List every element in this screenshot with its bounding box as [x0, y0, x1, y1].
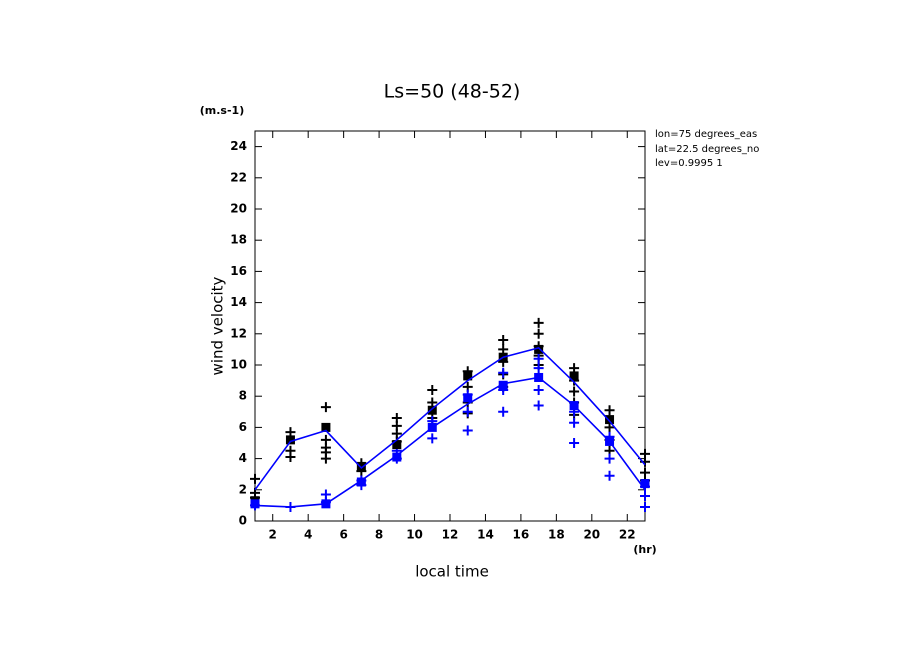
y-tick-label: 8 [239, 389, 247, 403]
square-marker [463, 393, 473, 403]
annotation: lev=0.9995 1 [655, 158, 723, 169]
plus-marker [320, 402, 331, 413]
square-marker [356, 477, 366, 487]
plus-marker [533, 328, 544, 339]
annotation: lat=22.5 degrees_no [655, 144, 759, 155]
plus-marker [498, 335, 509, 346]
y-tick-label: 24 [230, 139, 247, 153]
plus-marker [462, 425, 473, 436]
plus-marker [427, 384, 438, 395]
x-tick-label: 12 [442, 528, 459, 542]
plus-marker [533, 353, 544, 364]
square-marker [640, 479, 650, 489]
y-tick-label: 4 [239, 451, 247, 465]
plus-marker [640, 501, 650, 512]
chart-title: Ls=50 (48-52) [384, 81, 521, 103]
x-tick-label: 4 [304, 528, 312, 542]
square-marker [356, 461, 366, 471]
square-marker [285, 435, 295, 445]
square-marker [392, 440, 402, 450]
square-marker [498, 380, 508, 390]
series-line [254, 346, 646, 491]
y-tick-label: 0 [239, 514, 247, 528]
plus-marker [533, 363, 544, 374]
y-tick-label: 14 [230, 295, 247, 309]
plus-marker [462, 406, 473, 417]
plus-marker [498, 406, 509, 417]
plus-marker [604, 470, 615, 481]
y-tick-label: 12 [230, 326, 247, 340]
plus-marker [604, 405, 615, 416]
plus-marker [604, 453, 615, 464]
plus-marker [569, 417, 580, 428]
plus-marker [498, 367, 509, 378]
x-tick-label: 2 [269, 528, 277, 542]
square-marker [250, 499, 260, 509]
series-line [254, 376, 646, 508]
plus-marker [427, 433, 438, 444]
plus-marker [533, 317, 544, 328]
x-tick-label: 14 [477, 528, 494, 542]
y-axis-label: wind velocity [209, 276, 227, 375]
y-tick-label: 20 [230, 202, 247, 216]
square-marker [321, 422, 331, 432]
x-tick-label: 20 [583, 528, 600, 542]
square-marker [569, 371, 579, 381]
plus-marker [569, 386, 580, 397]
square-marker [605, 415, 615, 425]
square-marker [463, 371, 473, 381]
square-marker [534, 344, 544, 354]
y-tick-label: 18 [230, 233, 247, 247]
y-tick-label: 16 [230, 264, 247, 278]
plus-marker [285, 452, 296, 463]
plus-marker [569, 438, 580, 448]
plus-marker [320, 453, 331, 464]
y-tick-label: 2 [239, 482, 247, 496]
x-tick-label: 16 [513, 528, 530, 542]
square-marker [427, 405, 437, 415]
y-tick-label: 22 [230, 170, 247, 184]
x-tick-label: 10 [406, 528, 423, 542]
x-tick-label: 6 [339, 528, 347, 542]
y-tick-label: 10 [230, 358, 247, 372]
plus-marker [533, 384, 544, 395]
square-marker [392, 452, 402, 462]
y-tick-label: 6 [239, 420, 247, 434]
annotation: lon=75 degrees_eas [655, 129, 757, 140]
x-unit: (hr) [633, 543, 656, 556]
plot-frame [254, 130, 646, 522]
x-tick-label: 18 [548, 528, 565, 542]
x-axis-label: local time [415, 563, 489, 581]
plus-marker [250, 473, 260, 484]
plus-marker [640, 491, 650, 502]
y-unit: (m.s-1) [200, 104, 244, 117]
x-tick-label: 8 [375, 528, 383, 542]
plus-marker [533, 400, 544, 411]
x-tick-label: 22 [619, 528, 636, 542]
